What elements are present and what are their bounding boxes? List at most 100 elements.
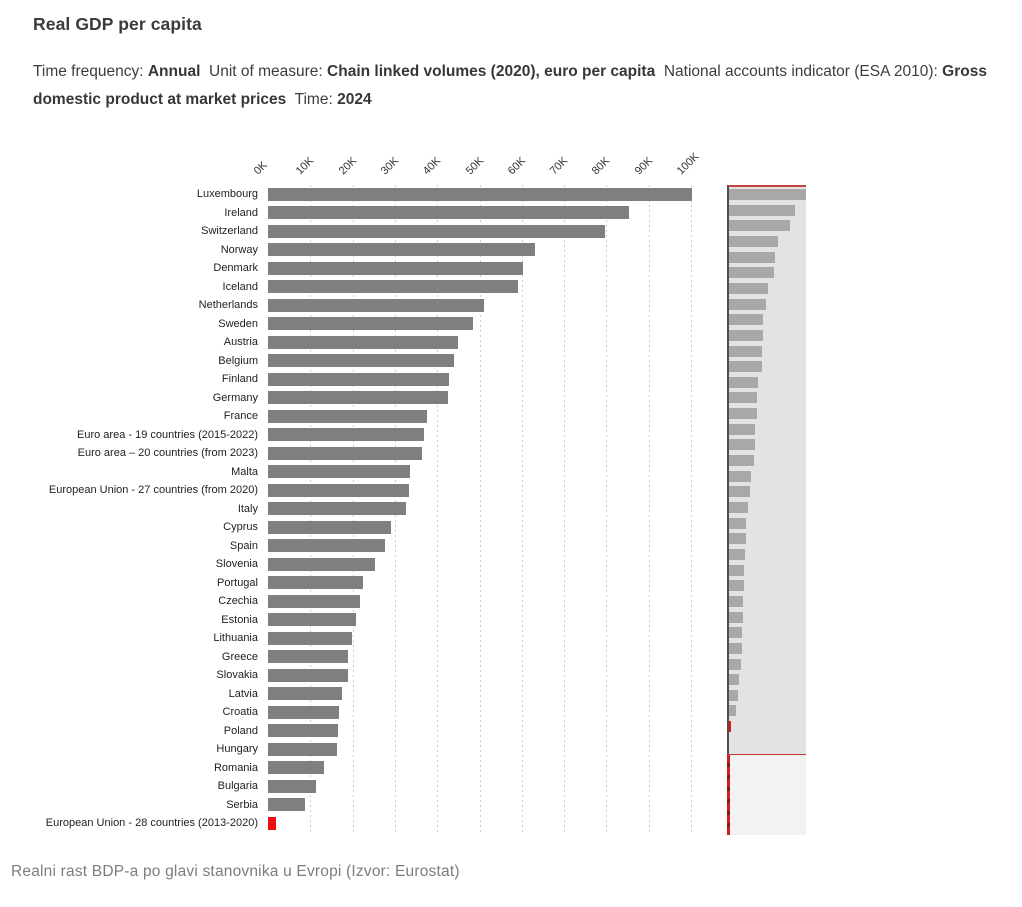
- subtitle-segment: Time:: [286, 91, 338, 108]
- bar[interactable]: [268, 391, 449, 405]
- row-label: Slovenia: [215, 558, 258, 570]
- minimap-bar: [729, 408, 758, 420]
- row-label: Spain: [229, 539, 258, 552]
- bar[interactable]: [268, 687, 343, 701]
- gridline: [564, 185, 566, 832]
- bar[interactable]: [268, 354, 454, 368]
- bar[interactable]: [268, 298, 484, 312]
- bar[interactable]: [268, 798, 306, 812]
- minimap-bar: [729, 314, 764, 326]
- minimap-bar: [729, 658, 742, 670]
- minimap-bar: [729, 220, 791, 232]
- row-label: Latvia: [228, 687, 258, 700]
- bar[interactable]: [268, 502, 407, 516]
- minimap-lower-region[interactable]: [727, 754, 806, 835]
- bar[interactable]: [268, 335, 458, 349]
- row-label: Czechia: [218, 595, 258, 607]
- bar[interactable]: [268, 372, 450, 386]
- bar[interactable]: [268, 576, 363, 590]
- bar[interactable]: [268, 539, 386, 553]
- minimap-bar: [729, 267, 775, 279]
- bar[interactable]: [268, 428, 425, 442]
- bar-highlighted[interactable]: [268, 816, 276, 830]
- bar[interactable]: [268, 224, 606, 238]
- row-label: Italy: [237, 502, 258, 515]
- bar[interactable]: [268, 280, 519, 294]
- minimap-bar: [729, 595, 744, 607]
- x-axis-tick-label: 10K: [294, 154, 317, 178]
- bar[interactable]: [268, 761, 324, 775]
- row-label: Cyprus: [223, 521, 258, 533]
- minimap-bar: [729, 502, 749, 513]
- bar[interactable]: [268, 317, 473, 331]
- row-label: European Union - 27 countries (from 2020…: [48, 484, 258, 496]
- row-label: Euro area - 19 countries (2015-2022): [77, 428, 258, 441]
- minimap-bar: [729, 486, 751, 498]
- row-label: Croatia: [222, 706, 258, 718]
- minimap-bar: [729, 204, 795, 216]
- minimap-bar: [729, 580, 744, 592]
- bar[interactable]: [268, 650, 349, 664]
- x-axis-tick-label: 50K: [463, 154, 486, 178]
- x-axis-tick-label: 70K: [547, 154, 571, 178]
- minimap-bar: [729, 689, 738, 701]
- minimap-bar: [729, 627, 742, 639]
- minimap-bar: [729, 533, 746, 545]
- bar[interactable]: [268, 187, 692, 201]
- bar[interactable]: [268, 243, 536, 257]
- row-label: Lithuania: [213, 632, 258, 644]
- bar[interactable]: [268, 742, 337, 756]
- bar[interactable]: [268, 465, 410, 479]
- bar[interactable]: [268, 261, 524, 275]
- minimap-bar: [729, 517, 747, 529]
- minimap[interactable]: [727, 185, 806, 835]
- row-label: Hungary: [216, 743, 258, 755]
- x-axis-tick-label: 90K: [632, 154, 655, 178]
- minimap-bar: [729, 564, 745, 576]
- row-label: Belgium: [218, 354, 258, 367]
- bar[interactable]: [268, 705, 340, 719]
- bar[interactable]: [268, 594, 361, 608]
- row-label: Greece: [221, 650, 258, 663]
- row-label: Slovakia: [216, 669, 258, 681]
- minimap-brush[interactable]: [727, 185, 806, 754]
- bar[interactable]: [268, 724, 339, 738]
- row-label: Norway: [220, 243, 258, 256]
- bar[interactable]: [268, 631, 353, 645]
- minimap-bar: [729, 376, 758, 388]
- bar[interactable]: [268, 613, 357, 627]
- subtitle-segment: Annual: [147, 63, 201, 80]
- row-label: Switzerland: [201, 225, 258, 237]
- chart-subtitle: Time frequency: Annual Unit of measure: …: [33, 58, 1005, 114]
- bar[interactable]: [268, 206, 629, 220]
- minimap-bar: [729, 189, 806, 200]
- chart-title: Real GDP per capita: [33, 14, 202, 34]
- bar[interactable]: [268, 520, 392, 534]
- minimap-bar: [729, 705, 736, 717]
- minimap-bar: [729, 298, 767, 310]
- bar[interactable]: [268, 483, 410, 497]
- row-label: Malta: [231, 465, 258, 478]
- bar[interactable]: [268, 446, 423, 460]
- minimap-bar: [729, 423, 755, 435]
- bar[interactable]: [268, 409, 428, 423]
- bar[interactable]: [268, 557, 376, 571]
- subtitle-segment: National accounts indicator (ESA 2010):: [655, 63, 943, 80]
- gridline: [648, 185, 650, 832]
- row-label: Sweden: [218, 317, 258, 330]
- row-label: Austria: [223, 336, 258, 348]
- bar[interactable]: [268, 668, 348, 682]
- row-label: Iceland: [222, 280, 258, 293]
- row-label: Serbia: [226, 798, 258, 811]
- minimap-bar: [729, 674, 740, 686]
- bar[interactable]: [268, 779, 316, 793]
- gdp-bar-chart: 0K 10K 20K 30K 40K 50K 60K 70K 80K 90K 100K Luxemb…: [46, 151, 806, 835]
- minimap-bar: [729, 329, 763, 341]
- row-label: Finland: [221, 373, 258, 385]
- minimap-bar: [729, 455, 755, 467]
- minimap-bar: [729, 282, 769, 294]
- minimap-bar: [729, 548, 746, 560]
- row-label: Ireland: [224, 206, 258, 219]
- row-label: Germany: [212, 391, 258, 404]
- row-label: Estonia: [221, 613, 258, 626]
